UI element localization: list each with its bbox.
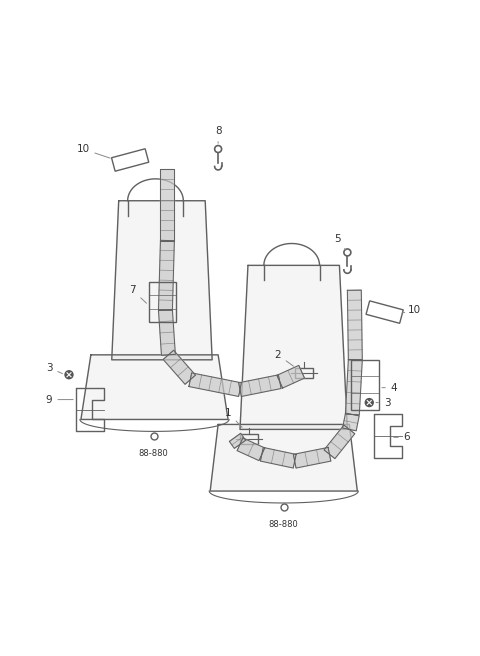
Polygon shape [343,413,359,431]
Text: 10: 10 [402,305,420,315]
Polygon shape [348,290,362,360]
Polygon shape [240,266,348,430]
Polygon shape [158,240,174,310]
Polygon shape [210,424,357,491]
Polygon shape [324,425,355,459]
Text: 9: 9 [46,394,73,405]
Polygon shape [189,373,241,396]
Text: 3: 3 [376,398,390,407]
Text: 3: 3 [46,363,62,374]
Bar [295,368,312,378]
Polygon shape [293,447,331,468]
Polygon shape [158,310,175,356]
Text: 2: 2 [275,350,293,366]
Polygon shape [112,201,212,359]
Polygon shape [346,359,362,415]
Text: 4: 4 [382,382,397,393]
Text: 7: 7 [129,285,146,303]
Text: 8: 8 [215,126,221,143]
Bar [240,434,258,444]
Circle shape [65,371,73,379]
Polygon shape [163,350,195,384]
Text: 6: 6 [394,432,410,442]
Polygon shape [229,434,246,448]
Polygon shape [261,447,296,468]
Text: 88-880: 88-880 [139,449,168,459]
Text: 1: 1 [225,407,242,428]
Polygon shape [277,365,304,388]
Polygon shape [239,375,281,396]
Polygon shape [237,438,265,461]
Text: 88-880: 88-880 [269,520,299,529]
Polygon shape [81,355,228,419]
Text: 10: 10 [76,144,110,158]
Circle shape [365,399,373,407]
Polygon shape [160,169,174,241]
Text: 5: 5 [334,234,346,250]
